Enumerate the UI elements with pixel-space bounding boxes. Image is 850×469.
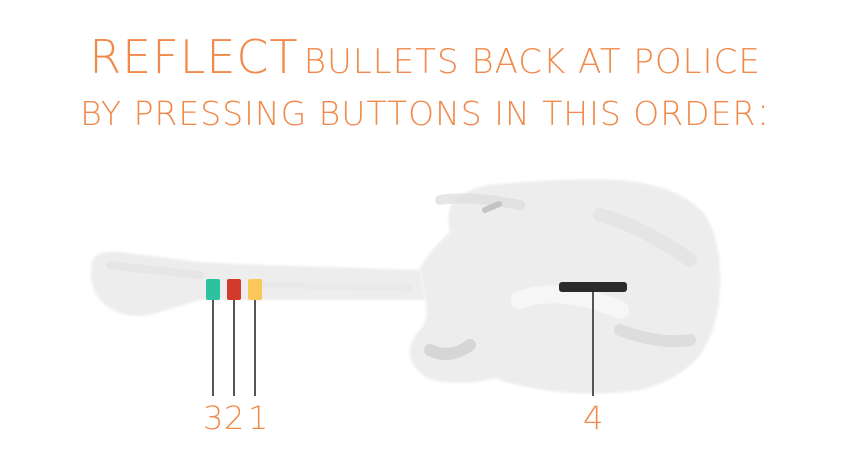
red-fret-button <box>227 279 241 300</box>
order-label-green: 3 <box>203 399 224 437</box>
headline-line-1-rest: BULLETS BACK AT POLICE <box>303 42 761 82</box>
green-fret-button <box>206 279 220 300</box>
yellow-fret-button <box>248 279 262 300</box>
headline-reflect: REFLECT <box>89 30 299 84</box>
headline-line-2-text: BY PRESSING BUTTONS IN THIS ORDER <box>80 94 757 133</box>
headline-colon: : <box>756 89 770 135</box>
order-label-strum: 4 <box>583 399 604 437</box>
headline-line-1: REFLECT BULLETS BACK AT POLICE <box>0 34 850 80</box>
order-label-red: 2 <box>224 399 245 437</box>
strum-bar <box>559 282 627 292</box>
order-label-yellow: 1 <box>248 399 269 437</box>
headline-line-2: BY PRESSING BUTTONS IN THIS ORDER: <box>0 92 850 132</box>
